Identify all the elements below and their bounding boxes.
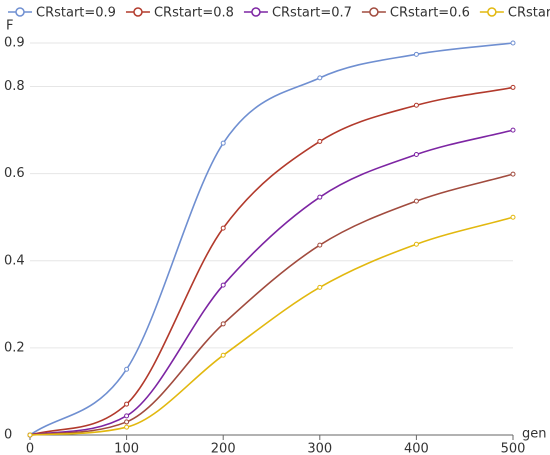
point (317, 284, 323, 290)
point (413, 51, 419, 57)
point (124, 401, 130, 407)
legend-label[interactable]: CRstart=0.5 (508, 6, 550, 21)
point (124, 366, 130, 372)
x-axis-label: gen (522, 427, 547, 442)
x-tick-label: 200 (211, 442, 236, 455)
point (510, 40, 516, 46)
point (413, 102, 419, 108)
series-line (29, 42, 514, 436)
point (220, 352, 226, 358)
point (317, 138, 323, 144)
legend-label[interactable]: CRstart=0.6 (390, 6, 470, 21)
point (124, 424, 130, 430)
y-tick-label: 0 (4, 428, 12, 443)
point (124, 413, 130, 419)
y-tick-label: 0.6 (4, 166, 25, 181)
y-tick-label: 0.4 (4, 253, 25, 268)
legend-label[interactable]: CRstart=0.9 (36, 6, 116, 21)
point (510, 127, 516, 133)
y-tick-label: 0.9 (4, 36, 25, 51)
y-axis-label: F (6, 19, 13, 34)
x-tick-label: 300 (307, 442, 332, 455)
point (27, 432, 33, 438)
y-tick-label: 0.2 (4, 340, 25, 355)
point (220, 282, 226, 288)
x-tick-label: 100 (114, 442, 139, 455)
point (220, 321, 226, 327)
point (220, 225, 226, 231)
y-tick-label: 0.8 (4, 79, 25, 94)
point (510, 214, 516, 220)
point (510, 171, 516, 177)
point (413, 198, 419, 204)
x-tick-label: 400 (404, 442, 429, 455)
point (124, 419, 130, 425)
point (317, 194, 323, 200)
point (220, 140, 226, 146)
point (413, 241, 419, 247)
point (317, 75, 323, 81)
legend-swatch-marker (15, 7, 25, 17)
point (413, 152, 419, 158)
x-tick-label: 0 (26, 442, 34, 455)
series-line (29, 173, 514, 436)
legend-swatch-marker (487, 7, 497, 17)
legend-label[interactable]: CRstart=0.8 (154, 6, 234, 21)
legend-swatch-marker (369, 7, 379, 17)
point (317, 242, 323, 248)
legend-swatch-marker (251, 7, 261, 17)
x-tick-label: 500 (501, 442, 526, 455)
series-line (29, 216, 514, 436)
point (510, 84, 516, 90)
legend-label[interactable]: CRstart=0.7 (272, 6, 352, 21)
legend-swatch-marker (133, 7, 143, 17)
